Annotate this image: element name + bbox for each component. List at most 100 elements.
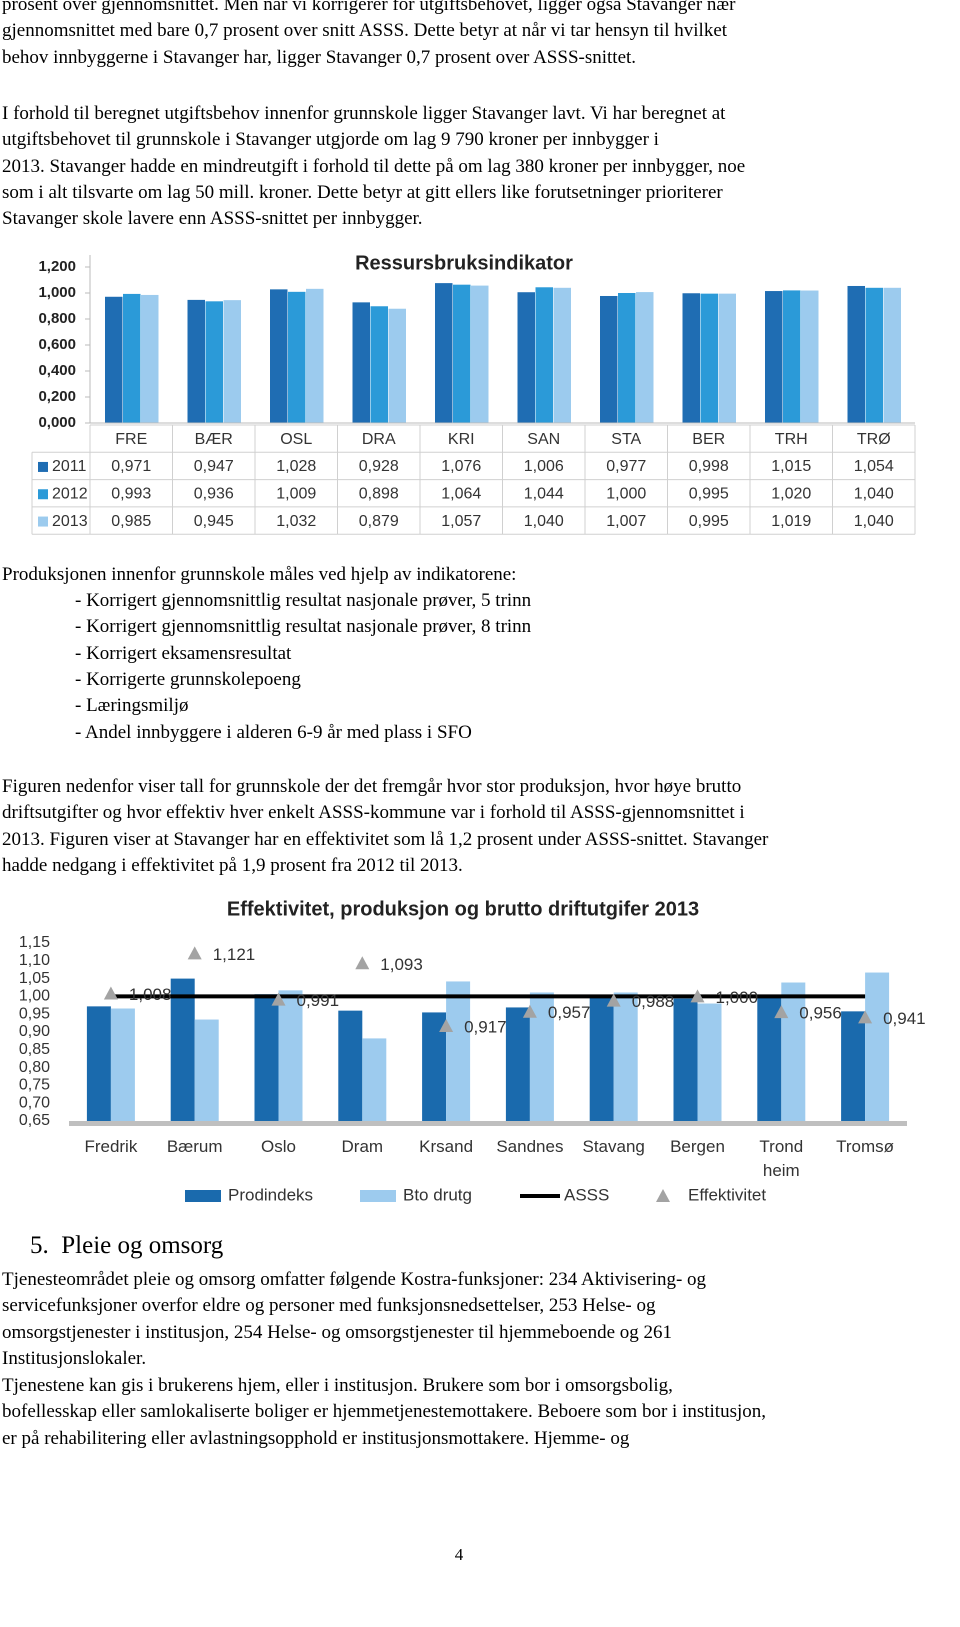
text-line: I forhold til beregnet utgiftsbehov inne… bbox=[2, 103, 726, 124]
y-tick-label: 0,70 bbox=[19, 1094, 50, 1111]
bar bbox=[553, 287, 571, 423]
bar bbox=[535, 287, 553, 423]
bar bbox=[718, 293, 736, 423]
table-value: 1,064 bbox=[441, 485, 481, 502]
table-value: 1,032 bbox=[276, 513, 316, 530]
y-tick-label: 0,000 bbox=[38, 414, 76, 431]
bar bbox=[110, 1008, 135, 1121]
list-item: - Korrigert gjennomsnittlig resultat nas… bbox=[75, 590, 532, 611]
x-tick-label: BÆR bbox=[195, 431, 233, 448]
legend-swatch bbox=[38, 461, 48, 472]
table-value: 0,945 bbox=[194, 513, 234, 530]
table-value: 0,985 bbox=[111, 513, 151, 530]
list-item: - Andel innbyggere i alderen 6-9 år med … bbox=[75, 721, 472, 743]
bar bbox=[446, 981, 471, 1121]
bar bbox=[636, 292, 654, 423]
table-value: 1,040 bbox=[524, 513, 564, 530]
table-value: 1,019 bbox=[771, 513, 811, 530]
text-line: Institusjonslokaler. bbox=[2, 1347, 147, 1369]
chart-title: Effektivitet, produksjon og brutto drift… bbox=[227, 898, 699, 920]
table-value: 0,971 bbox=[111, 458, 151, 475]
bar bbox=[435, 283, 453, 423]
x-tick-label: Dram bbox=[341, 1137, 384, 1156]
bar bbox=[141, 294, 159, 423]
table-value: 0,898 bbox=[359, 485, 399, 502]
table-value: 0,998 bbox=[689, 458, 729, 475]
bar bbox=[765, 291, 783, 423]
marker bbox=[103, 986, 118, 1000]
bar bbox=[517, 292, 535, 423]
x-tick-label: TRØ bbox=[857, 431, 891, 448]
bar bbox=[370, 306, 388, 423]
table-value: 0,993 bbox=[111, 485, 151, 502]
data-label: 1,093 bbox=[380, 955, 423, 974]
legend-label: Bto drutg bbox=[403, 1185, 472, 1204]
x-tick-label: Sandnes bbox=[496, 1137, 564, 1156]
y-tick-label: 1,10 bbox=[19, 952, 50, 969]
text-line: Tjenestene kan gis i brukerens hjem, ell… bbox=[2, 1375, 673, 1396]
legend-swatch bbox=[38, 489, 48, 500]
x-tick-label: Tromsø bbox=[836, 1137, 895, 1156]
chart-title: Ressursbruksindikator bbox=[355, 252, 573, 274]
table-value: 0,995 bbox=[689, 485, 729, 502]
data-label: 1,000 bbox=[716, 988, 759, 1007]
bar bbox=[123, 293, 141, 423]
table-value: 0,928 bbox=[359, 458, 399, 475]
text-line: som i alt tilsvarte om lag 50 mill. kron… bbox=[2, 181, 723, 203]
table-value: 1,009 bbox=[276, 485, 316, 502]
list-item: - Læringsmiljø bbox=[75, 695, 189, 717]
bar bbox=[841, 1011, 866, 1121]
table-value: 0,977 bbox=[606, 458, 646, 475]
bar bbox=[673, 998, 698, 1121]
bar bbox=[682, 293, 700, 423]
table-value: 0,947 bbox=[194, 458, 234, 475]
bar bbox=[170, 978, 195, 1121]
x-tick-label: SAN bbox=[527, 431, 560, 448]
text-line: behov innbyggerne i Stavanger har, ligge… bbox=[2, 46, 637, 68]
list-item: - Korrigert gjennomsnittlig resultat nas… bbox=[75, 616, 532, 638]
table-value: 1,076 bbox=[441, 458, 481, 475]
table-value: 1,044 bbox=[524, 485, 564, 502]
table-value: 1,007 bbox=[606, 513, 646, 530]
data-label: 1,121 bbox=[213, 945, 256, 964]
bar bbox=[505, 1007, 530, 1121]
list-item: - Korrigerte grunnskolepoeng bbox=[75, 668, 301, 690]
legend-swatch bbox=[360, 1190, 396, 1202]
y-tick-label: 1,200 bbox=[38, 258, 76, 275]
table-value: 0,995 bbox=[689, 513, 729, 530]
chart: Effektivitet, produksjon og brutto drift… bbox=[19, 898, 926, 1204]
list-intro: Produksjonen innenfor grunnskole måles v… bbox=[2, 564, 517, 585]
bar bbox=[362, 1038, 387, 1121]
bar bbox=[600, 295, 618, 423]
table-value: 0,936 bbox=[194, 485, 234, 502]
x-tick-label: Trond heim bbox=[759, 1137, 804, 1180]
bar bbox=[618, 293, 636, 423]
y-tick-label: 1,00 bbox=[19, 988, 50, 1005]
text-line: Tjenesteområdet pleie og omsorg omfatter… bbox=[2, 1269, 707, 1290]
section-heading: 5. Pleie og omsorg bbox=[30, 1232, 223, 1260]
x-tick-label: TRH bbox=[775, 431, 808, 448]
x-tick-label: Stavang bbox=[582, 1137, 645, 1156]
x-tick-label: Fredrik bbox=[84, 1137, 138, 1156]
x-tick-label: FRE bbox=[115, 431, 147, 448]
x-tick-label: BER bbox=[692, 431, 725, 448]
marker bbox=[271, 992, 286, 1006]
text-line: bofellesskap eller samlokaliserte bolige… bbox=[2, 1401, 766, 1423]
data-label: 0,941 bbox=[883, 1009, 926, 1028]
text-line: hadde nedgang i effektivitet på 1,9 pros… bbox=[2, 854, 463, 876]
bar bbox=[865, 972, 890, 1121]
bar bbox=[697, 1003, 722, 1121]
table-value: 1,006 bbox=[524, 458, 564, 475]
section-number: 5. bbox=[30, 1232, 49, 1259]
x-tick-label: OSL bbox=[280, 431, 312, 448]
x-tick-label: Bærum bbox=[166, 1137, 223, 1156]
data-label: 0,988 bbox=[632, 992, 675, 1011]
bar bbox=[388, 308, 406, 423]
chart: Ressursbruksindikator 0,000 0,200 0,400 0,60… bbox=[31, 252, 916, 535]
text-line: driftsutgifter og hvor effektiv hver enk… bbox=[2, 802, 745, 824]
section-title: Pleie og omsorg bbox=[61, 1232, 224, 1259]
text-line: 2013. Figuren viser at Stavanger har en … bbox=[2, 828, 769, 850]
bar bbox=[471, 285, 489, 423]
text-line: er på rehabilitering eller avlastningsop… bbox=[2, 1427, 630, 1449]
